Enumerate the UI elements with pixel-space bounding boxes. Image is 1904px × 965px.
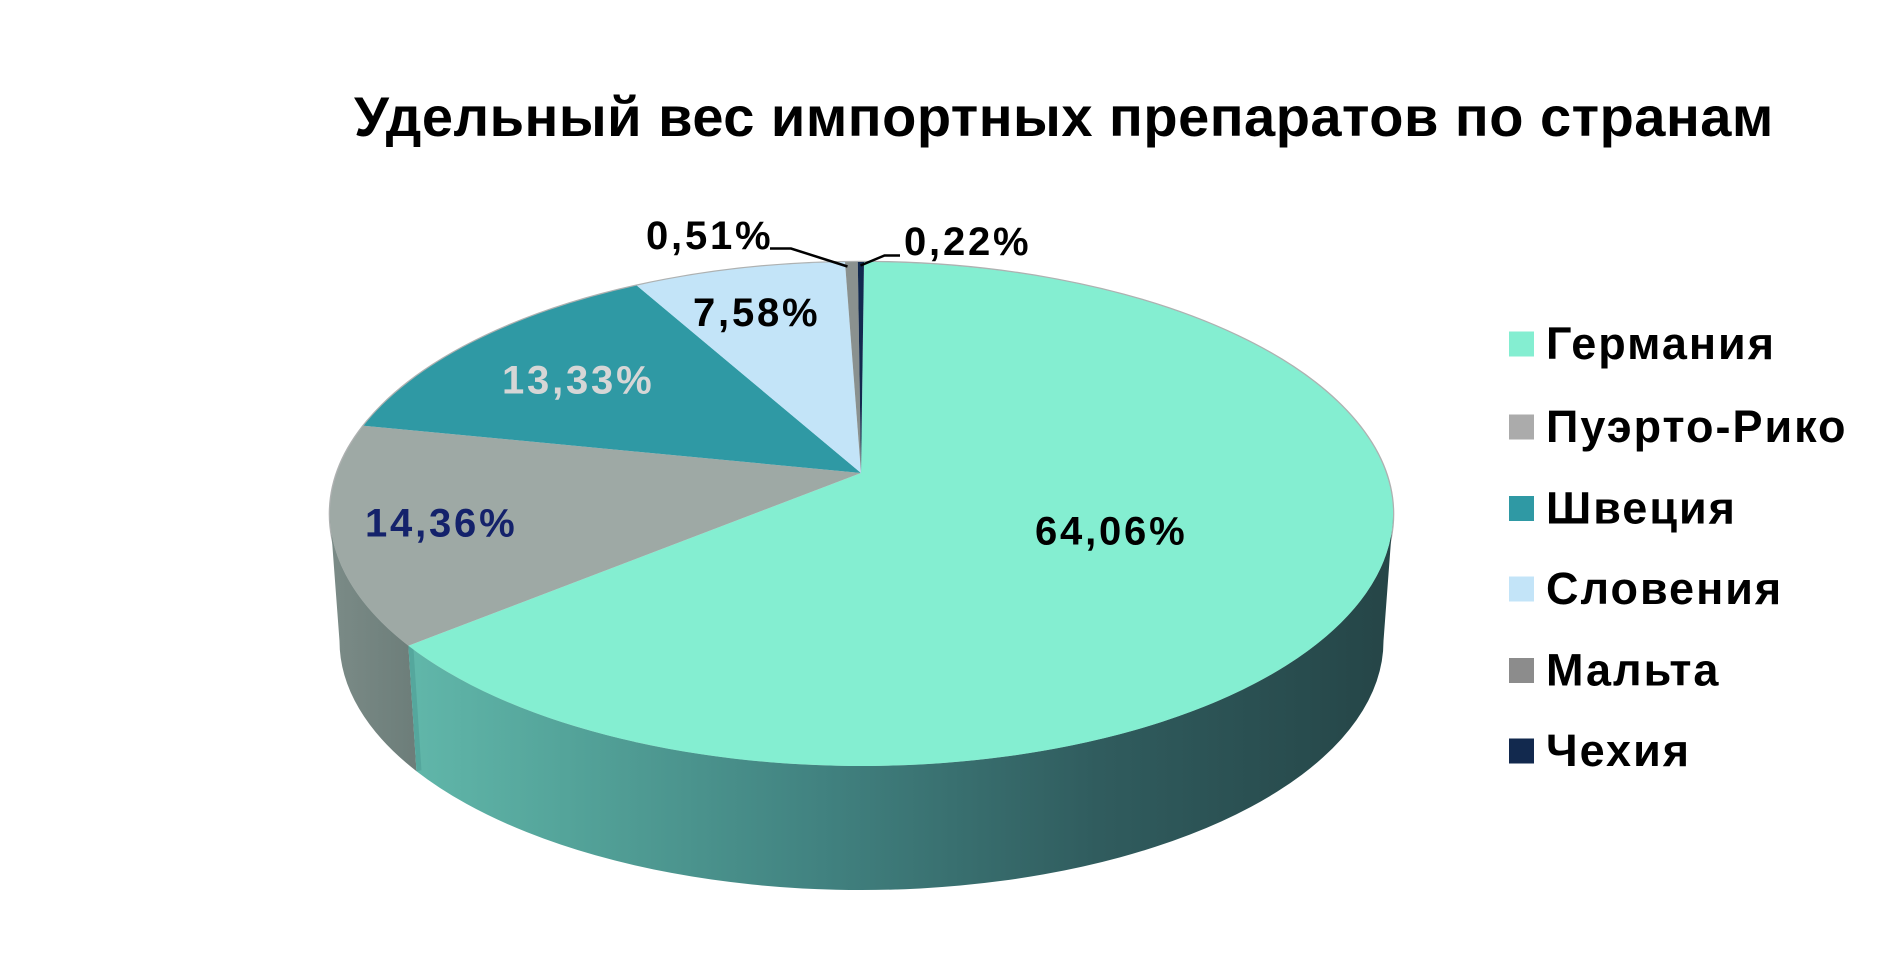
svg-text:Швеция: Швеция	[1546, 483, 1737, 534]
svg-text:7,58%: 7,58%	[693, 291, 820, 335]
svg-text:0,51%: 0,51%	[646, 214, 773, 258]
svg-text:Удельный вес импортных препара: Удельный вес импортных препаратов по стр…	[354, 85, 1774, 148]
svg-text:Пуэрто-Рико: Пуэрто-Рико	[1546, 401, 1848, 452]
svg-text:13,33%: 13,33%	[502, 359, 654, 403]
svg-text:Словения: Словения	[1546, 563, 1783, 614]
svg-text:0,22%: 0,22%	[904, 220, 1031, 264]
svg-text:Чехия: Чехия	[1546, 725, 1691, 776]
svg-text:Мальта: Мальта	[1546, 645, 1720, 696]
svg-text:Германия: Германия	[1546, 318, 1776, 369]
svg-text:14,36%: 14,36%	[365, 502, 517, 546]
svg-text:64,06%: 64,06%	[1035, 510, 1187, 554]
